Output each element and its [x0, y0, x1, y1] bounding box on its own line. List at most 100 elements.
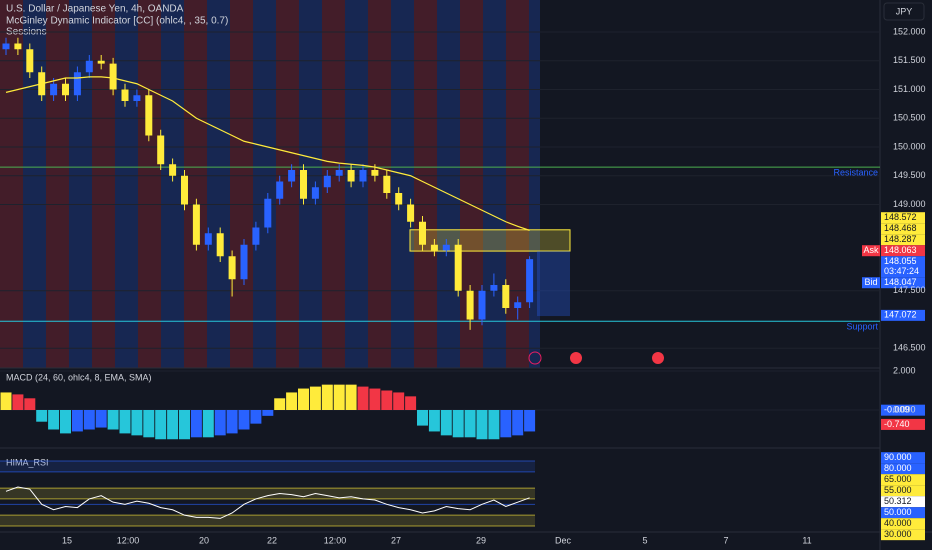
- event-icons[interactable]: [528, 351, 664, 365]
- support-label: Support: [846, 322, 878, 332]
- candle-body: [514, 302, 522, 308]
- candle-body: [288, 170, 296, 182]
- price-badge-tag-label: Bid: [864, 277, 877, 287]
- x-tick-label: 15: [62, 535, 72, 545]
- price-badge: [881, 245, 925, 257]
- macd-badge-label: -0.740: [884, 419, 910, 429]
- candle-body: [335, 170, 343, 176]
- macd-bar: [357, 386, 369, 410]
- session-stripe: [138, 0, 161, 368]
- event-icon[interactable]: [528, 351, 542, 365]
- macd-bar: [202, 410, 214, 438]
- rsi-badge: [881, 474, 925, 486]
- macd-bar: [83, 410, 95, 430]
- candle-body: [347, 170, 355, 182]
- rsi-badge: [881, 452, 925, 464]
- macd-bar: [488, 410, 500, 440]
- rsi-band: [0, 488, 535, 499]
- macd-badge: [881, 418, 925, 430]
- session-stripe: [299, 0, 322, 368]
- session-stripe: [529, 0, 540, 368]
- candle-body: [169, 164, 177, 176]
- x-tick-label: 11: [802, 535, 811, 545]
- macd-bar: [107, 410, 119, 430]
- session-stripe: [483, 0, 506, 368]
- session-stripe: [161, 0, 184, 368]
- candle-body: [204, 233, 212, 245]
- session-stripe: [115, 0, 138, 368]
- price-badge-label: 148.063: [884, 245, 917, 255]
- session-stripe: [460, 0, 483, 368]
- macd-badge-label: -0.009: [884, 405, 910, 415]
- event-icon[interactable]: [652, 352, 664, 364]
- macd-bar: [369, 388, 381, 410]
- price-badge-label: 148.468: [884, 223, 917, 233]
- macd-bar: [250, 410, 262, 424]
- y-tick-label: 150.000: [893, 141, 926, 151]
- candle-body: [97, 60, 105, 64]
- price-badge-tag: [862, 277, 880, 289]
- candle-body: [264, 198, 272, 228]
- x-tick-label: 29: [476, 535, 486, 545]
- candle-body: [407, 204, 415, 222]
- candle-body: [157, 135, 165, 165]
- rsi-badge-label: 50.000: [884, 507, 912, 517]
- session-stripe: [276, 0, 299, 368]
- rsi-badge: [881, 518, 925, 530]
- currency-button[interactable]: [883, 2, 925, 21]
- currency[interactable]: JPY: [896, 6, 913, 16]
- resistance-zone: [409, 229, 571, 252]
- macd-bar: [48, 410, 60, 430]
- y-tick-label: 151.000: [893, 84, 926, 94]
- macd-bar: [452, 410, 464, 438]
- macd-bar: [167, 410, 179, 440]
- candle-body: [109, 63, 117, 90]
- candle-body: [442, 244, 450, 251]
- macd-bar: [464, 410, 476, 438]
- candle-body: [181, 175, 188, 205]
- x-tick-label: 27: [391, 535, 401, 545]
- macd-bar: [95, 410, 107, 428]
- macd-bar: [274, 398, 286, 410]
- macd-bar: [179, 410, 190, 440]
- candle-body: [2, 43, 10, 50]
- macd-bar: [24, 398, 36, 410]
- macd-bar: [512, 410, 524, 436]
- macd-bar: [71, 410, 83, 432]
- candle-body: [240, 244, 248, 280]
- candle-body: [371, 170, 379, 176]
- session-stripe: [437, 0, 460, 368]
- symbol: U.S. Dollar / Japanese Yen, 4h, OANDA: [6, 4, 184, 15]
- price-badge: [881, 309, 925, 321]
- macd-bar: [190, 410, 202, 438]
- macd-bar: [405, 396, 417, 410]
- rsi-title: HIMA_RSI: [6, 457, 49, 467]
- resistance-label: Resistance: [833, 168, 878, 178]
- y-tick-label: 149.000: [893, 199, 926, 209]
- macd-bar: [36, 410, 48, 422]
- macd-bar: [309, 386, 321, 410]
- price-badge-tag: [862, 245, 880, 257]
- price-badge-label: 148.572: [884, 212, 917, 222]
- session-stripe: [184, 0, 207, 368]
- rsi-badge: [881, 485, 925, 497]
- price-badge: [881, 277, 925, 289]
- price-badge: [881, 256, 925, 278]
- rsi-band: [0, 515, 535, 526]
- candle-body: [192, 204, 200, 245]
- macd-bar: [226, 410, 238, 434]
- rsi-badge-label: 40.000: [884, 518, 912, 528]
- x-tick-label: 12:00: [324, 535, 347, 545]
- price-badge-countdown: 03:47:24: [884, 266, 919, 276]
- price-badge: [881, 212, 925, 224]
- event-icon[interactable]: [570, 352, 582, 364]
- candle-body: [359, 170, 367, 182]
- session-stripes: [0, 0, 540, 368]
- candle-body: [216, 233, 224, 257]
- macd-bar: [345, 384, 357, 410]
- session-stripe: [322, 0, 345, 368]
- macd-tick-label: 2.000: [893, 365, 916, 375]
- session-stripe: [69, 0, 92, 368]
- rsi-badge-label: 50.312: [884, 496, 912, 506]
- y-tick-label: 150.500: [893, 113, 926, 123]
